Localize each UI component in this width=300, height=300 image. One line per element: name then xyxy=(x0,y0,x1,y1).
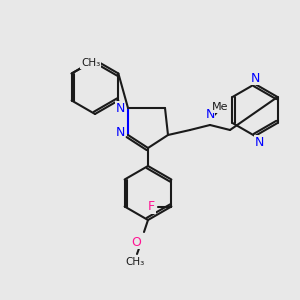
Text: N: N xyxy=(115,127,125,140)
Text: CH₃: CH₃ xyxy=(125,257,145,267)
Text: Me: Me xyxy=(212,102,228,112)
Text: F: F xyxy=(148,200,155,213)
Text: N: N xyxy=(254,136,264,148)
Text: N: N xyxy=(250,71,260,85)
Text: CH₃: CH₃ xyxy=(81,58,100,68)
Text: N: N xyxy=(205,109,215,122)
Text: N: N xyxy=(115,101,125,115)
Text: O: O xyxy=(131,236,141,248)
